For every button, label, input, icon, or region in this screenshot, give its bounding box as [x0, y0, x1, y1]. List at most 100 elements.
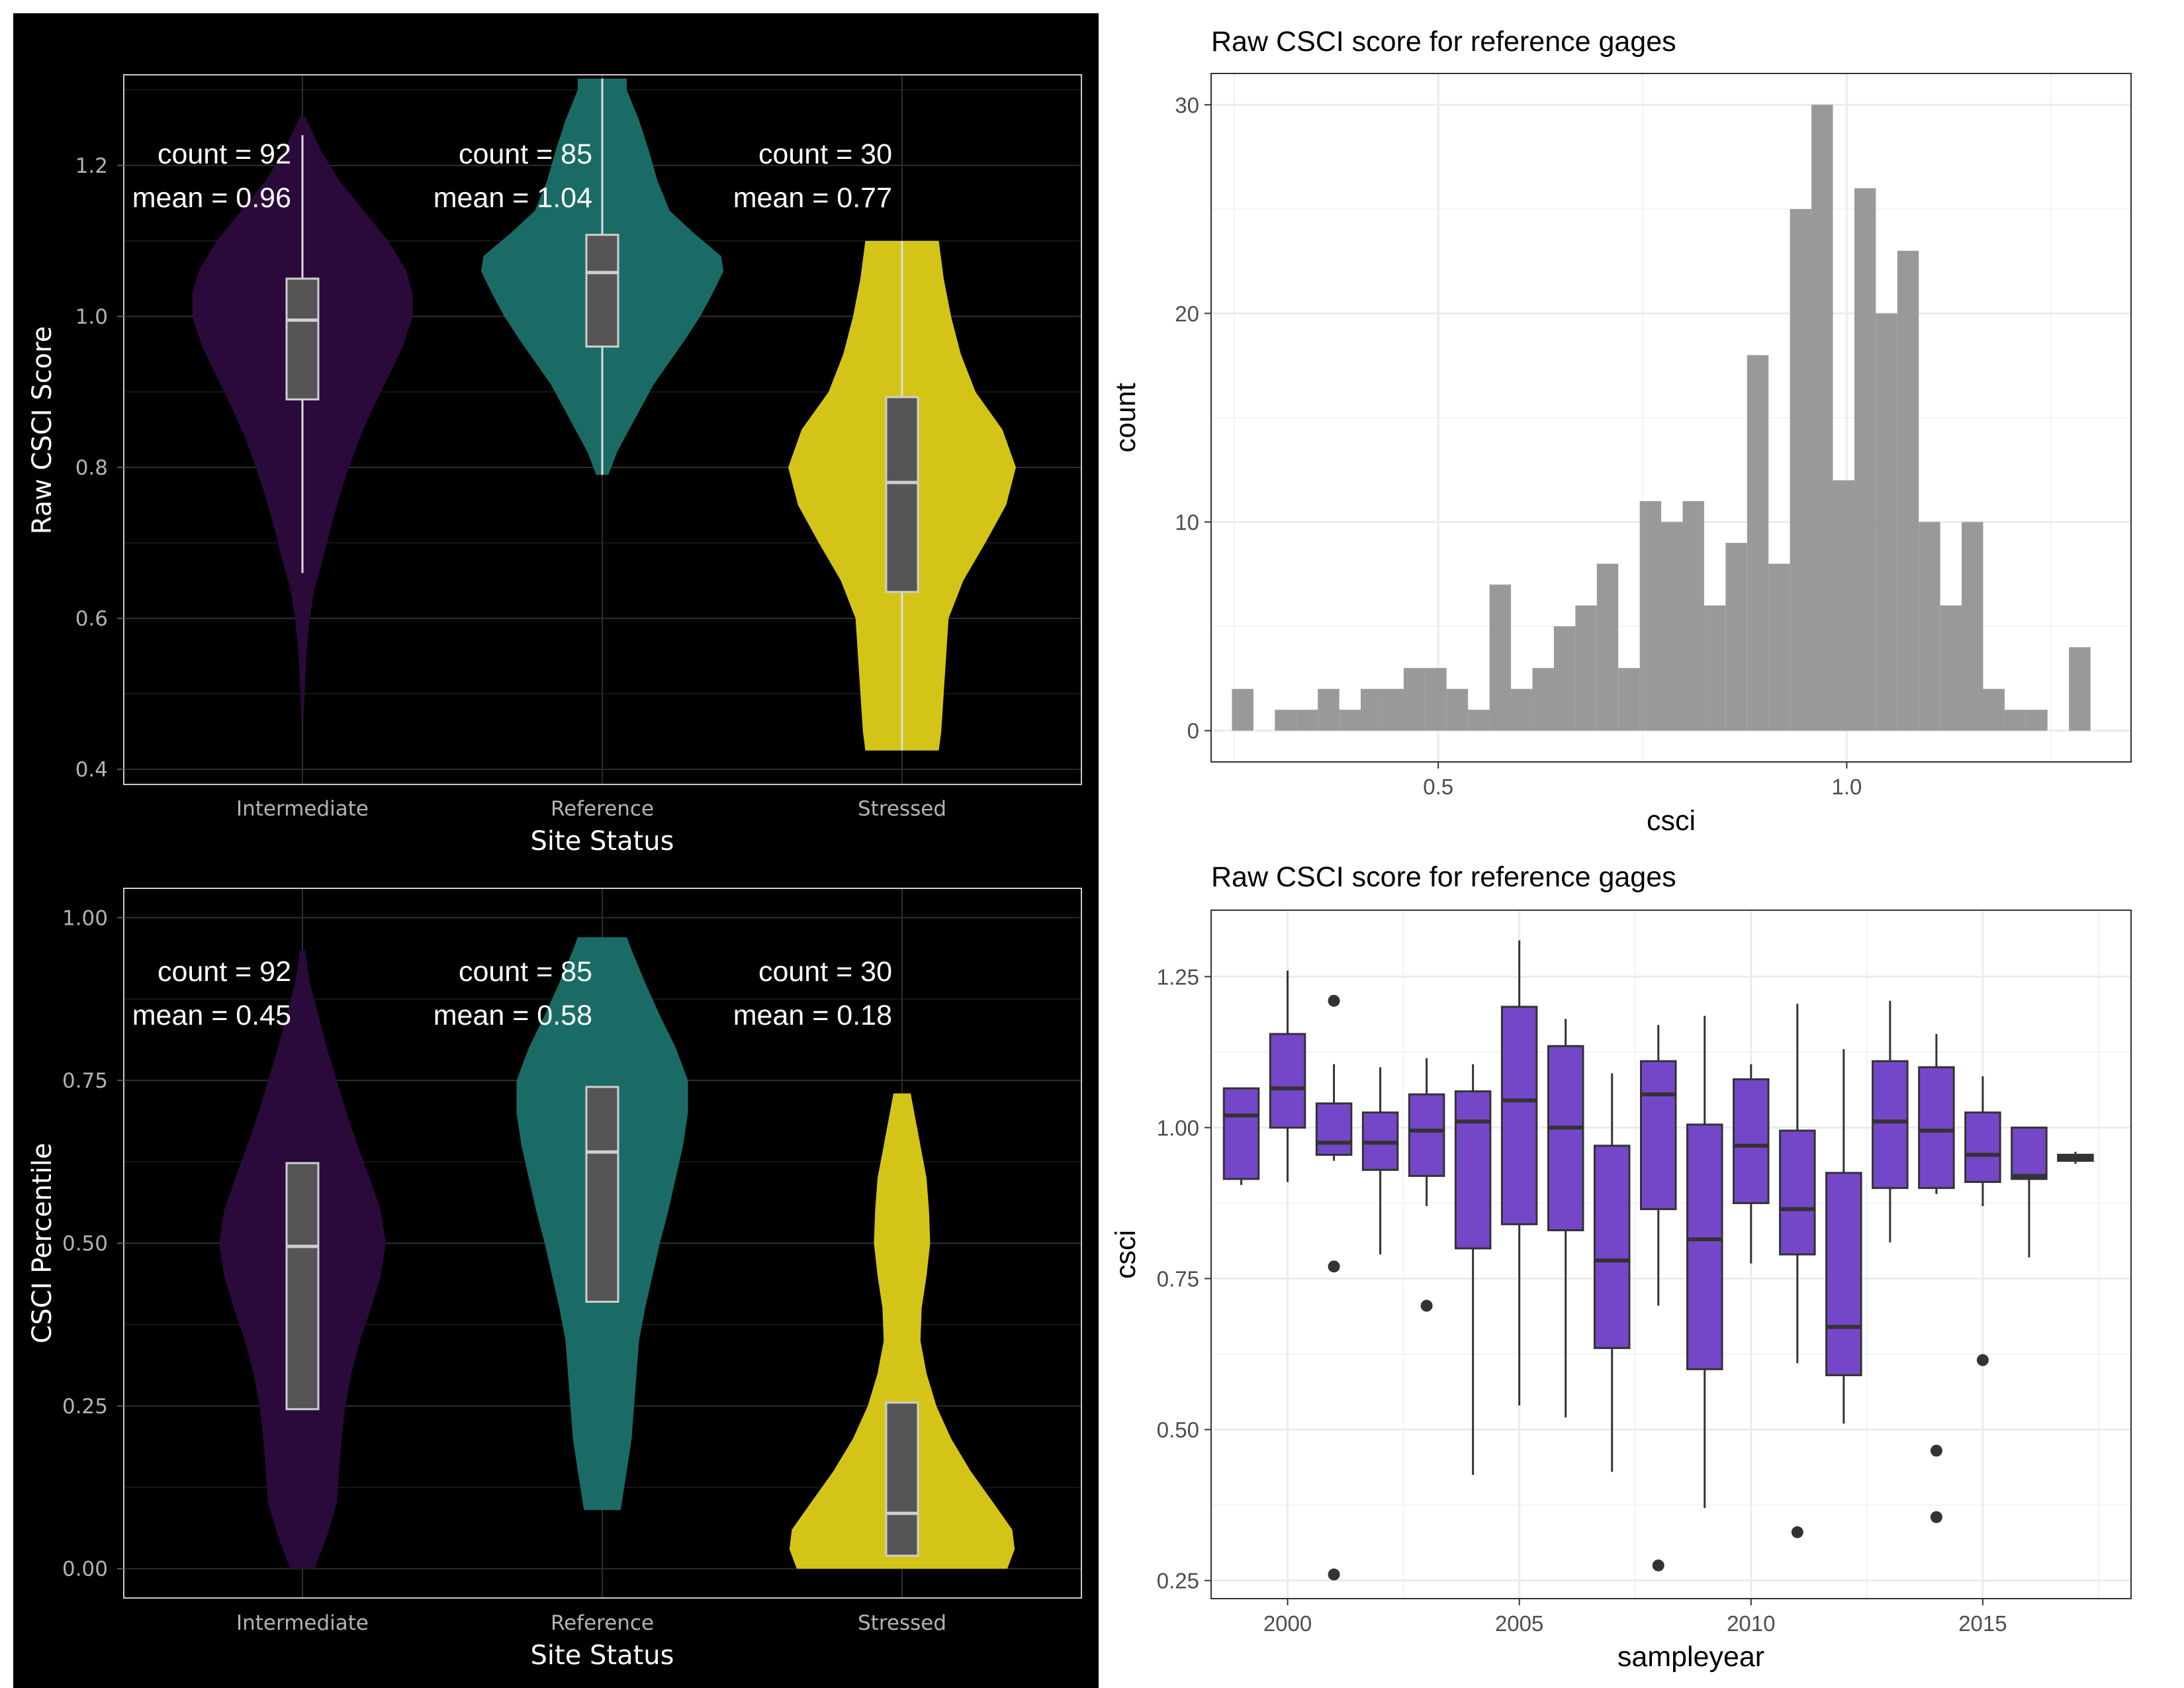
boxplot-box-2005	[1500, 1006, 1538, 1225]
violin-raw-annotation-mean-0: mean = 0.96	[132, 182, 291, 214]
boxplot-box-2003	[1408, 1093, 1445, 1177]
histogram-bar	[1275, 710, 1297, 731]
histogram-bar	[1897, 250, 1919, 731]
boxplot-axes: 0.25 0.50 0.75 1.00 1.25 2000 2005 2010 2015	[1157, 964, 2007, 1636]
boxplot-box-2000	[1269, 1033, 1306, 1129]
violin-pct-xtick-2: Stressed	[858, 1611, 946, 1635]
boxplot-outlier	[1420, 1299, 1433, 1312]
boxplot-x-label: sampleyear	[1617, 1641, 1764, 1673]
boxplot-y-label: csci	[1110, 1230, 1142, 1279]
violin-raw-annotation-count-2: count = 30	[758, 138, 892, 170]
violin-pct-y-axis: 0.00 0.25 0.50 0.75 1.00	[62, 906, 124, 1581]
violin-raw-panel: count = 92 mean = 0.96 count = 85 mean =…	[13, 13, 1099, 874]
violin-pct-violins	[219, 937, 1015, 1569]
violin-raw-y-label: Raw CSCI Score	[27, 326, 58, 535]
violin-raw-ytick-label: 0.6	[75, 607, 108, 631]
boxplot-box-2011	[1779, 1129, 1816, 1256]
histogram-bar	[1833, 480, 1854, 731]
histogram-bar	[1532, 668, 1554, 731]
histogram-bar	[1790, 209, 1812, 731]
histogram-bar	[1382, 688, 1404, 731]
violin-raw-annotations: count = 92 mean = 0.96 count = 85 mean =…	[132, 138, 892, 214]
violin-raw-xtick-0: Intermediate	[236, 797, 369, 821]
boxplot-xtick-label: 2005	[1495, 1611, 1543, 1636]
boxplot-ytick-label: 1.00	[1157, 1115, 1199, 1140]
violin-raw-annotation-count-1: count = 85	[459, 138, 592, 170]
histogram-panel-border	[1210, 73, 2132, 763]
boxplot-outlier	[1976, 1354, 1989, 1366]
violin-pct-ytick-label: 0.00	[62, 1558, 108, 1581]
violin-raw-xtick-2: Stressed	[858, 797, 946, 821]
violin-pct-box-reference	[585, 1086, 619, 1303]
histogram-bar	[2026, 710, 2048, 731]
histogram-bar	[1232, 688, 1253, 731]
boxplot-box-1999	[1222, 1087, 1260, 1180]
histogram-bar	[1296, 710, 1318, 731]
histogram-title: Raw CSCI score for reference gages	[1211, 26, 1676, 58]
histogram-bar	[1596, 563, 1619, 731]
boxplot-plot-area	[1211, 910, 2131, 1599]
violin-pct-annotation-mean-1: mean = 0.58	[433, 1000, 592, 1031]
violin-pct-annotation-count-0: count = 92	[158, 956, 291, 988]
boxplot-boxes	[1222, 940, 2094, 1581]
violin-pct-panel: count = 92 mean = 0.45 count = 85 mean =…	[13, 874, 1099, 1688]
violin-raw-x-axis: Intermediate Reference Stressed	[236, 797, 946, 821]
violin-pct-y-label: CSCI Percentile	[27, 1143, 58, 1343]
violin-pct-xtick-1: Reference	[551, 1611, 654, 1635]
violin-raw-ytick-label: 0.8	[75, 456, 108, 480]
violin-pct-annotation-mean-2: mean = 0.18	[733, 1000, 892, 1031]
histogram-bar	[2069, 647, 2091, 731]
histogram-ytick-label: 10	[1175, 510, 1199, 535]
boxplot-panel-border	[1210, 910, 2132, 1599]
violin-raw-box-stressed	[885, 396, 919, 593]
histogram-bar	[1489, 585, 1512, 731]
violin-raw-ytick-label: 1.0	[75, 305, 108, 329]
boxplot-box-2007	[1593, 1145, 1631, 1349]
histogram-bar	[1511, 688, 1533, 731]
histogram-bar	[1661, 522, 1683, 731]
violin-raw-ytick-label: 1.2	[75, 154, 108, 178]
boxplot-box-2014	[1918, 1066, 1955, 1190]
histogram-bar	[2004, 710, 2026, 731]
violin-pct-annotation-count-1: count = 85	[459, 956, 592, 988]
violin-raw-annotation-mean-2: mean = 0.77	[733, 182, 892, 214]
histogram-ytick-label: 30	[1175, 93, 1199, 117]
boxplot-panel: Raw CSCI score for reference gages 0.250…	[1110, 861, 2132, 1673]
histogram-bar	[1446, 688, 1469, 731]
histogram-x-label: csci	[1647, 805, 1696, 837]
boxplot-box-2001	[1315, 1102, 1353, 1156]
boxplot-outlier	[1930, 1511, 1942, 1523]
violin-raw-box-reference	[585, 234, 619, 348]
histogram-bar	[1811, 105, 1833, 731]
histogram-xtick-label: 0.5	[1423, 774, 1453, 799]
violin-raw-violins	[192, 78, 1016, 751]
violin-raw-box-intermediate	[285, 277, 320, 400]
boxplot-box-2009	[1686, 1123, 1723, 1370]
violin-pct-annotation-mean-0: mean = 0.45	[132, 1000, 291, 1031]
boxplot-xtick-label: 2000	[1263, 1611, 1312, 1636]
histogram-bar	[1318, 688, 1340, 731]
histogram-bars	[1232, 105, 2091, 731]
histogram-ytick-label: 20	[1175, 301, 1199, 326]
boxplot-title: Raw CSCI score for reference gages	[1211, 861, 1676, 893]
histogram-bar	[1339, 710, 1361, 731]
boxplot-ytick-label: 1.25	[1157, 964, 1199, 989]
histogram-bar	[1553, 626, 1576, 731]
boxplot-xtick-label: 2015	[1958, 1611, 2007, 1636]
boxplot-outlier	[1328, 1568, 1340, 1581]
histogram-bar	[1639, 501, 1662, 731]
violin-raw-ytick-label: 0.4	[75, 758, 108, 782]
histogram-bar	[1940, 605, 1962, 731]
boxplot-box-2004	[1454, 1090, 1492, 1250]
histogram-bar	[1403, 668, 1426, 731]
histogram-bar	[1704, 605, 1726, 731]
histogram-bar	[1768, 563, 1790, 731]
histogram-bar	[1468, 710, 1490, 731]
boxplot-outlier	[1328, 994, 1340, 1007]
boxplot-ytick-label: 0.50	[1157, 1418, 1199, 1442]
histogram-bar	[1618, 668, 1640, 731]
violin-raw-annotation-count-0: count = 92	[158, 138, 291, 170]
boxplot-box-2008	[1639, 1060, 1677, 1211]
histogram-bar	[1361, 688, 1383, 731]
